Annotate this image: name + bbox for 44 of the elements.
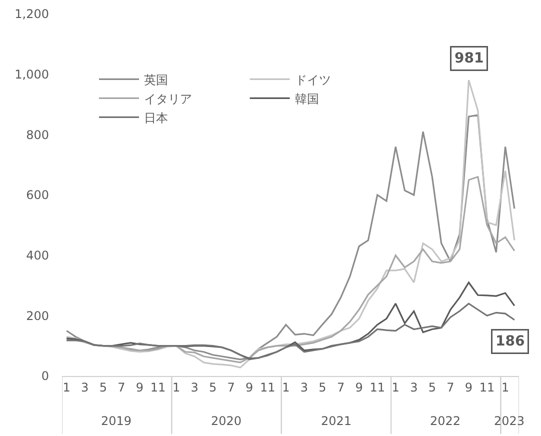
x-tick-label: 7 bbox=[446, 380, 454, 394]
text: 2019 bbox=[101, 414, 132, 428]
x-tick-label: 1 bbox=[282, 380, 290, 394]
x-tick-label: 1 bbox=[501, 380, 510, 394]
y-tick-label: 400 bbox=[26, 248, 49, 263]
x-tick-label: 5 bbox=[99, 380, 107, 394]
x-tick-label: 3 bbox=[410, 380, 418, 394]
legend-label: イタリア bbox=[144, 92, 192, 106]
y-tick-label: 1,200 bbox=[14, 7, 49, 22]
x-tick-label: 11 bbox=[479, 380, 495, 394]
x-tick-label: 1 bbox=[392, 380, 400, 394]
x-tick-label: 5 bbox=[208, 380, 217, 394]
x-tick-label: 9 bbox=[246, 380, 254, 394]
legend-label: ドイツ bbox=[294, 72, 331, 87]
x-tick-label: 5 bbox=[428, 380, 436, 394]
x-tick-label: 9 bbox=[136, 380, 144, 394]
x-tick-label: 7 bbox=[227, 380, 235, 394]
annotation: 186 bbox=[496, 334, 525, 350]
x-tick-label: 3 bbox=[300, 380, 308, 394]
x-tick-label: 3 bbox=[190, 380, 198, 394]
text: 2020 bbox=[211, 414, 242, 428]
y-tick-label: 1,000 bbox=[14, 68, 49, 82]
text: 2023 bbox=[494, 414, 525, 428]
y-tick-label: 200 bbox=[26, 308, 49, 323]
x-tick-label: 7 bbox=[336, 380, 345, 394]
x-tick-label: 9 bbox=[464, 380, 473, 394]
x-tick-label: 5 bbox=[318, 380, 326, 394]
y-tick-label: 600 bbox=[26, 188, 49, 202]
y-tick-label: 0 bbox=[41, 369, 49, 384]
x-tick-label: 3 bbox=[81, 380, 89, 394]
legend-label: 韓国 bbox=[294, 92, 319, 106]
x-tick-label: 1 bbox=[172, 380, 180, 394]
legend-label: 英国 bbox=[144, 72, 168, 87]
annotation: 981 bbox=[454, 50, 484, 66]
text: 2022 bbox=[430, 414, 461, 428]
y-tick-label: 800 bbox=[26, 128, 49, 142]
x-tick-label: 11 bbox=[150, 380, 166, 394]
text: 2021 bbox=[321, 414, 352, 428]
x-tick-label: 11 bbox=[370, 380, 385, 394]
legend-label: 日本 bbox=[144, 110, 168, 125]
x-tick-label: 11 bbox=[260, 380, 276, 394]
x-tick-label: 1 bbox=[62, 380, 70, 394]
x-tick-label: 7 bbox=[118, 380, 126, 394]
x-tick-label: 9 bbox=[355, 380, 363, 394]
